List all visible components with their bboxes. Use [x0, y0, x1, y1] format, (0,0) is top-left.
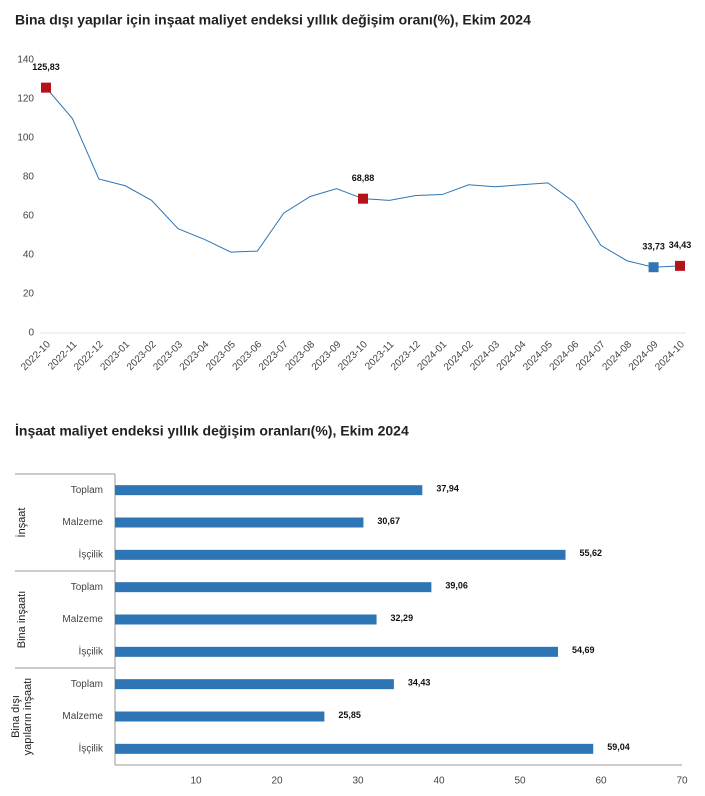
value-label: 25,85 [338, 710, 361, 720]
y-tick-label: 80 [23, 172, 35, 183]
y-tick-label: Toplam [71, 679, 103, 690]
value-label: 34,43 [408, 678, 431, 688]
x-tick-label: 40 [433, 776, 445, 787]
bar [115, 582, 432, 593]
bar [115, 614, 377, 625]
bar [115, 679, 394, 690]
group-label: yapıların inşaatı [22, 678, 34, 756]
value-label: 30,67 [377, 516, 400, 526]
x-tick-label: 30 [352, 776, 364, 787]
x-tick-label: 50 [514, 776, 526, 787]
value-label: 34,43 [669, 240, 692, 250]
x-tick-label: 2024-10 [653, 339, 687, 373]
marker [648, 262, 659, 273]
x-tick-label: 60 [595, 776, 607, 787]
marker [41, 82, 51, 93]
y-tick-label: İşçilik [79, 644, 104, 657]
value-label: 55,62 [580, 548, 603, 558]
bar [115, 549, 566, 560]
value-label: 125,83 [32, 62, 60, 72]
value-label: 59,04 [607, 742, 630, 752]
y-tick-label: 20 [23, 289, 35, 300]
value-label: 39,06 [445, 581, 468, 591]
value-label: 33,73 [642, 242, 665, 252]
y-tick-label: Toplam [71, 582, 103, 593]
y-tick-label: İşçilik [79, 741, 104, 754]
bar [115, 743, 594, 754]
group-label: Bina inşaatı [16, 591, 28, 648]
y-tick-label: İşçilik [79, 547, 104, 560]
value-label: 32,29 [391, 613, 414, 623]
y-tick-label: 140 [17, 55, 34, 66]
group-label: İnşaat [15, 508, 28, 538]
bar [115, 646, 558, 657]
marker [675, 260, 685, 271]
value-label: 37,94 [436, 484, 459, 494]
bar [115, 711, 325, 722]
y-tick-label: Toplam [71, 485, 103, 496]
chart-title: İnşaat maliyet endeksi yıllık değişim or… [15, 423, 409, 439]
y-tick-label: 40 [23, 250, 35, 261]
y-tick-label: 60 [23, 211, 35, 222]
value-label: 54,69 [572, 645, 595, 655]
y-tick-label: 0 [28, 328, 34, 339]
chart-title: Bina dışı yapılar için inşaat maliyet en… [15, 12, 531, 28]
bar [115, 485, 423, 496]
y-tick-label: Malzeme [62, 517, 103, 528]
y-tick-label: Malzeme [62, 614, 103, 625]
value-label: 68,88 [352, 173, 375, 183]
y-tick-label: 100 [17, 133, 34, 144]
y-tick-label: Malzeme [62, 711, 103, 722]
group-label: Bina dışı [10, 695, 22, 738]
x-tick-label: 20 [271, 776, 283, 787]
y-tick-label: 120 [17, 94, 34, 105]
x-tick-label: 10 [190, 776, 202, 787]
bar [115, 517, 364, 528]
x-tick-label: 70 [676, 776, 688, 787]
marker [358, 193, 368, 204]
